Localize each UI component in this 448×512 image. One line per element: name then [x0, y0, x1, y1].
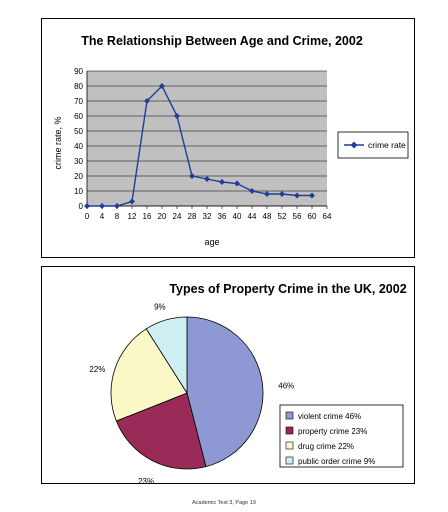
- pie-slice: [110, 328, 188, 422]
- y-tick-label: 50: [74, 127, 83, 136]
- data-point: [84, 203, 90, 209]
- data-point: [99, 203, 105, 209]
- legend-label: violent crime 46%: [298, 412, 361, 421]
- x-tick-label: 0: [85, 212, 90, 221]
- pie-slice: [145, 316, 188, 395]
- y-tick-label: 70: [74, 97, 83, 106]
- data-point: [159, 83, 165, 89]
- data-point: [249, 188, 255, 194]
- pie-percent-label: 23%: [138, 477, 154, 483]
- x-tick-label: 44: [248, 212, 257, 221]
- data-point: [129, 198, 135, 205]
- legend-swatch: [285, 456, 294, 465]
- legend-label: public order crime 9%: [298, 457, 375, 466]
- pie-chart-title: Types of Property Crime in the UK, 2002: [169, 282, 406, 296]
- data-point: [294, 192, 300, 199]
- x-tick-label: 16: [143, 212, 152, 221]
- y-tick-label: 0: [79, 202, 84, 211]
- data-point: [174, 113, 180, 119]
- legend-box: [279, 404, 404, 468]
- legend-label: property crime 23%: [298, 427, 367, 436]
- y-tick-label: 90: [74, 67, 83, 76]
- x-tick-label: 20: [158, 212, 167, 221]
- legend-swatch: [285, 426, 294, 435]
- x-tick-label: 28: [188, 212, 197, 221]
- x-tick-label: 52: [278, 212, 287, 221]
- plot-area: [87, 71, 327, 206]
- y-tick-label: 60: [74, 112, 83, 121]
- x-tick-label: 60: [308, 212, 317, 221]
- data-point: [234, 180, 240, 187]
- y-tick-label: 80: [74, 82, 83, 91]
- page-footer: Academic Test 3, Page 19: [192, 500, 256, 506]
- legend-diamond-marker: [350, 141, 358, 149]
- data-point: [219, 179, 225, 185]
- pie-slice: [115, 392, 207, 470]
- data-point: [309, 192, 315, 199]
- line-chart: The Relationship Between Age and Crime, …: [53, 34, 409, 247]
- line-chart-legend: crime rate: [337, 131, 409, 159]
- data-point: [264, 191, 270, 197]
- data-point: [114, 203, 120, 209]
- pie-slice: [186, 316, 264, 468]
- x-axis-label: age: [204, 237, 219, 247]
- x-tick-label: 64: [323, 212, 332, 221]
- x-tick-label: 40: [233, 212, 242, 221]
- pie-chart-legend: violent crime 46% property crime 23% drug …: [279, 404, 404, 468]
- x-tick-label: 4: [100, 212, 105, 221]
- line-chart-panel: The Relationship Between Age and Crime, …: [41, 18, 415, 258]
- data-point: [279, 191, 285, 197]
- y-axis-label: crime rate, %: [53, 116, 63, 169]
- data-point: [144, 98, 150, 104]
- line-chart-title: The Relationship Between Age and Crime, …: [81, 34, 363, 48]
- data-point: [189, 173, 195, 179]
- pie-chart: Types of Property Crime in the UK, 2002 …: [89, 282, 406, 486]
- y-tick-label: 10: [74, 187, 83, 196]
- pie-chart-panel: Types of Property Crime in the UK, 2002 …: [41, 266, 415, 486]
- x-tick-label: 56: [293, 212, 302, 221]
- y-tick-label: 30: [74, 157, 83, 166]
- data-point: [204, 176, 210, 182]
- legend-label-crime-rate: crime rate: [368, 140, 406, 150]
- x-tick-label: 36: [218, 212, 227, 221]
- y-tick-label: 40: [74, 142, 83, 151]
- x-tick-label: 48: [263, 212, 272, 221]
- pie-percent-label: 46%: [278, 382, 294, 391]
- pie-percent-label: 9%: [154, 303, 166, 312]
- pie-percent-label: 22%: [89, 365, 105, 374]
- x-tick-label: 8: [115, 212, 120, 221]
- legend-swatch: [285, 441, 294, 450]
- legend-label: drug crime 22%: [298, 442, 354, 451]
- x-tick-label: 12: [128, 212, 137, 221]
- y-tick-label: 20: [74, 172, 83, 181]
- x-tick-label: 24: [173, 212, 182, 221]
- x-tick-label: 32: [203, 212, 212, 221]
- legend-swatch: [285, 411, 294, 420]
- series-line-crime-rate: [87, 84, 312, 207]
